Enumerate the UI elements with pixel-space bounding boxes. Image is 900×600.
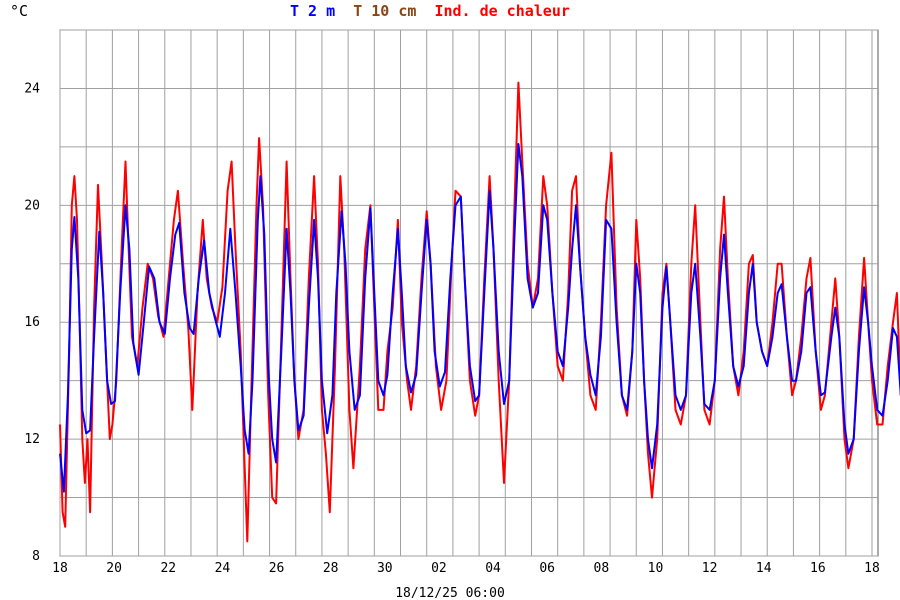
x-tick-label: 30	[377, 561, 393, 576]
x-tick-label: 24	[215, 561, 231, 576]
y-unit-label: °C	[10, 2, 28, 20]
legend: T 2 m T 10 cm Ind. de chaleur	[290, 2, 570, 20]
x-tick-label: 10	[648, 561, 664, 576]
x-tick-label: 18	[864, 561, 880, 576]
y-tick-label: 20	[24, 198, 40, 213]
x-tick-label: 20	[106, 561, 122, 576]
legend-entry-t10cm: T 10 cm	[353, 2, 416, 20]
x-tick-label: 08	[594, 561, 610, 576]
y-tick-label: 16	[24, 315, 40, 330]
y-tick-label: 24	[24, 81, 40, 96]
x-tick-label: 02	[431, 561, 447, 576]
legend-entry-heat-index: Ind. de chaleur	[434, 2, 569, 20]
x-tick-label: 12	[702, 561, 718, 576]
x-axis-ticks: 18 20 22 24 26 28 30 02 04 06 08 10 12 14 16 18	[52, 561, 880, 576]
x-tick-label: 28	[323, 561, 339, 576]
y-tick-label: 8	[32, 549, 40, 564]
series-line-t2m	[59, 143, 900, 493]
series-lines	[59, 81, 900, 543]
x-tick-label: 18	[52, 561, 68, 576]
x-tick-label: 06	[539, 561, 555, 576]
legend-entry-t2m: T 2 m	[290, 2, 335, 20]
y-tick-label: 12	[24, 432, 40, 447]
x-tick-label: 22	[160, 561, 176, 576]
timestamp-footer: 18/12/25 06:00	[395, 586, 505, 600]
x-tick-label: 26	[269, 561, 285, 576]
x-tick-label: 14	[756, 561, 772, 576]
x-tick-label: 16	[810, 561, 826, 576]
x-tick-label: 04	[485, 561, 501, 576]
y-axis-ticks: 8 12 16 20 24	[24, 81, 40, 564]
plot-area	[59, 29, 879, 557]
